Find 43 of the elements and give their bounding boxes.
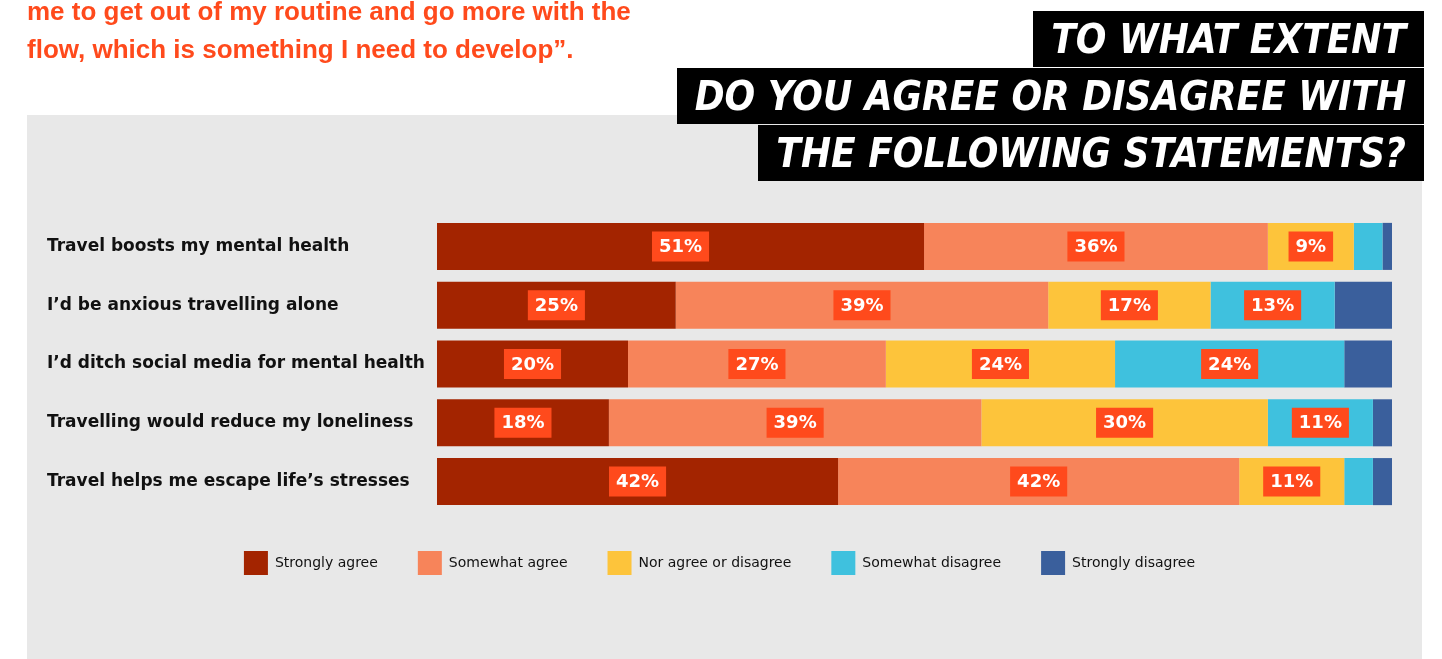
bar (838, 458, 1240, 506)
data-label: 42% (616, 470, 660, 492)
data-label: 11% (1298, 411, 1342, 433)
data-label: 24% (978, 352, 1022, 374)
bar (437, 222, 925, 270)
data-label: 18% (501, 411, 545, 433)
data-label: 11% (1270, 470, 1314, 492)
legend-label: Somewhat agree (448, 553, 568, 570)
data-label: 25% (534, 293, 578, 315)
bar (1372, 399, 1392, 447)
data-label: 42% (1017, 470, 1061, 492)
bar (1344, 458, 1373, 506)
data-label: 13% (1251, 293, 1295, 315)
y-tick-label: Travel boosts my mental health (47, 234, 350, 255)
data-label: 39% (773, 411, 817, 433)
y-tick-label: Travel helps me escape life’s stresses (47, 470, 410, 491)
data-label: 36% (1074, 235, 1118, 257)
text: me to get out of my routine and go more with the flow, which is something I need to develop”. (27, 0, 631, 66)
data-label: 20% (510, 352, 555, 374)
bar (1372, 458, 1392, 506)
data-label: 9% (1295, 235, 1327, 257)
bar (1344, 340, 1392, 388)
bar (675, 281, 1049, 329)
bar (1334, 281, 1392, 329)
data-label: 17% (1107, 293, 1151, 315)
bar (1382, 222, 1392, 270)
bar (437, 458, 839, 506)
legend-label: Somewhat disagree (862, 553, 1002, 570)
bar (608, 399, 982, 447)
y-tick-label: I’d be anxious travelling alone (47, 293, 339, 314)
bar (924, 222, 1268, 270)
bar (1353, 222, 1383, 270)
data-label: 51% (658, 235, 703, 257)
chart-title: TO WHAT EXTENT DO YOU AGREE OR DISAGREE WITH THE FOLLOWING STATEMENTS? (693, 15, 1410, 178)
data-label: 39% (840, 293, 884, 315)
data-label: 30% (1103, 411, 1147, 433)
legend-label: Strongly agree (274, 553, 378, 570)
legend-label: Nor agree or disagree (638, 553, 792, 570)
y-tick-label: I’d ditch social media for mental health (47, 352, 425, 373)
legend-label: Strongly disagree (1072, 553, 1196, 570)
y-tick-label: Travelling would reduce my loneliness (47, 411, 414, 432)
data-label: 27% (735, 352, 779, 374)
data-label: 24% (1208, 352, 1252, 374)
